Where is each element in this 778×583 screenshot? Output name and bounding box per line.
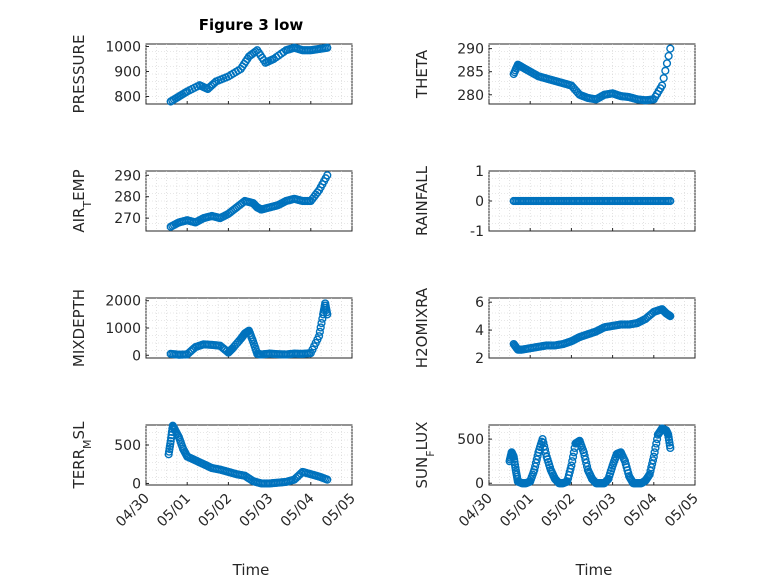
x-tick-label: 05/04 (621, 490, 661, 530)
data-point (666, 44, 675, 53)
y-tick-label: 6 (475, 295, 484, 311)
data-point (651, 443, 660, 453)
data-point (650, 448, 659, 457)
y-axis-label-rest: SL (70, 421, 88, 440)
data-point (664, 51, 673, 61)
y-axis-label: SUNFLUX (413, 422, 437, 489)
data-point (323, 171, 332, 180)
x-tick-label: 05/02 (195, 491, 235, 531)
panel-h2omixra: 2 4 6 H2OMIXRA (413, 287, 696, 368)
y-tick-label: 270 (114, 211, 141, 227)
data-point (568, 457, 577, 466)
y-axis-label: H2OMIXRA (413, 287, 431, 368)
y-axis-label-subscript: M (81, 439, 94, 449)
y-tick-label: 1000 (105, 321, 141, 337)
data-point (225, 346, 235, 356)
data-point (315, 327, 324, 336)
data-point (569, 448, 578, 457)
y-tick-label: 0 (475, 476, 484, 492)
x-tick-label: 05/03 (237, 491, 277, 531)
panel-mixdepth: 0 1000 2000 MIXDEPTH (70, 289, 353, 367)
x-tick-label: 05/05 (662, 491, 702, 531)
y-axis-label-subscript: F (424, 450, 437, 456)
y-tick-label: 0 (475, 194, 484, 210)
panel-air_temp: 270 280 290 AIRTEMP (70, 168, 353, 233)
y-axis-label-rest: EMP (70, 169, 88, 200)
y-axis-label: THETA (413, 49, 431, 99)
data-point (661, 66, 670, 75)
y-axis-label: TERRMSL (70, 421, 94, 490)
y-tick-label: 280 (457, 88, 484, 104)
data-point (323, 475, 332, 484)
y-tick-label: 290 (457, 42, 484, 58)
y-tick-label: 0 (132, 476, 141, 492)
y-tick-label: 500 (114, 438, 141, 454)
data-point (659, 74, 668, 83)
y-axis-label-rest: LUX (413, 422, 431, 451)
y-tick-label: 1000 (105, 40, 141, 56)
data-point (652, 435, 662, 444)
data-point (652, 439, 661, 448)
x-tick-label: 05/01 (497, 491, 537, 531)
data-point (666, 196, 675, 206)
panel-sun_flux: 0 500 04/30 05/01 05/02 05/03 05/04 05/05 SUNFLU… (413, 422, 702, 531)
data-point (582, 462, 592, 471)
y-axis-label: AIRTEMP (70, 169, 94, 232)
x-tick-label: 05/05 (319, 491, 359, 531)
x-tick-label: 05/03 (580, 491, 620, 531)
data-point (314, 332, 324, 341)
panel-theta: 280 285 290 THETA (413, 42, 696, 105)
y-tick-label: 4 (475, 323, 484, 339)
y-tick-label: 280 (114, 190, 141, 206)
data-point (649, 452, 658, 461)
panel-rainfall: -1 0 1 RAINFALL (413, 164, 696, 240)
x-tick-label: 04/30 (113, 491, 153, 531)
y-tick-label: 900 (114, 65, 141, 81)
data-point (323, 310, 332, 319)
x-tick-label: 05/04 (278, 490, 318, 530)
x-tick-label: 04/30 (456, 491, 496, 531)
panel-pressure: 800 900 1000 PRESSURE (70, 35, 353, 114)
x-tick-label: 05/02 (538, 491, 578, 531)
y-tick-label: 2 (475, 351, 484, 367)
x-tick-label: 05/01 (154, 491, 194, 531)
data-point (317, 318, 326, 328)
data-point (316, 323, 325, 332)
y-tick-label: 0 (132, 348, 141, 364)
y-tick-label: 285 (457, 65, 484, 81)
data-point (666, 312, 675, 321)
y-tick-label: -1 (470, 224, 484, 240)
y-axis-label: MIXDEPTH (70, 289, 88, 367)
data-point (666, 443, 675, 453)
data-point (567, 461, 576, 470)
y-axis-label: RAINFALL (413, 165, 431, 236)
panel-terr_msl: 0 500 04/30 05/01 05/02 05/03 05/04 05/05 TERRMS… (70, 421, 359, 530)
data-point (210, 78, 219, 88)
x-axis-label-left: Time (232, 561, 270, 579)
y-tick-label: 290 (114, 168, 141, 184)
data-point (662, 59, 672, 68)
y-tick-label: 2000 (105, 294, 141, 310)
data-point (657, 81, 667, 90)
data-point (323, 43, 332, 52)
y-axis-label-subscript: T (81, 201, 94, 209)
data-point (648, 456, 658, 465)
x-axis-label-right: Time (575, 561, 613, 579)
y-tick-label: 800 (114, 90, 141, 106)
y-tick-label: 1 (475, 164, 484, 180)
y-tick-label: 500 (457, 432, 484, 448)
figure-title: Figure 3 low (199, 16, 304, 34)
y-axis-label: PRESSURE (70, 35, 88, 114)
data-point (568, 452, 578, 461)
data-point (602, 476, 611, 485)
